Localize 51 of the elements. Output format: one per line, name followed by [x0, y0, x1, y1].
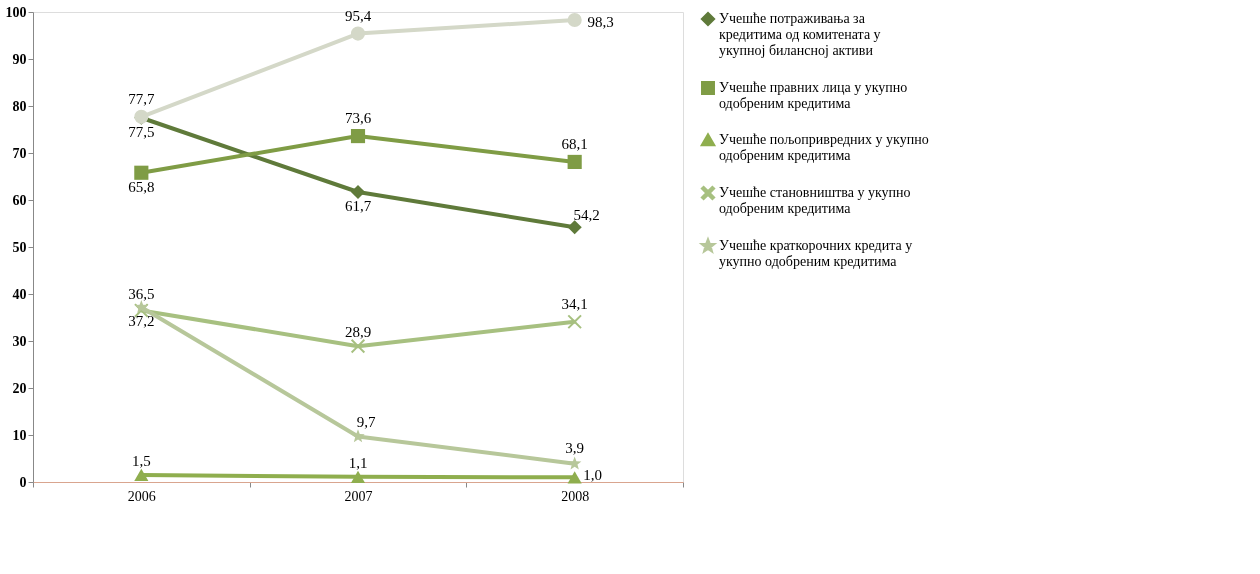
data-label: 73,6 — [344, 110, 372, 127]
point — [567, 220, 582, 235]
data-label: 1,1 — [348, 454, 368, 471]
data-label: 54,2 — [573, 207, 600, 224]
data-label: 77,7 — [128, 90, 155, 107]
data-label: 37,2 — [128, 313, 155, 330]
y-tick-label: 80 — [12, 98, 27, 114]
point — [567, 154, 582, 169]
data-label: 77,5 — [128, 123, 155, 140]
x-tick-label: 2006 — [127, 488, 156, 504]
point — [134, 300, 149, 313]
y-tick-label: 100 — [5, 4, 27, 20]
data-label: 28,9 — [344, 324, 372, 341]
point — [567, 314, 582, 329]
legend-label: Учешће правних лица у укупно одобреним кредитима — [719, 80, 908, 111]
y-tick-label: 60 — [12, 192, 27, 208]
point — [351, 429, 365, 443]
point — [134, 468, 149, 482]
point — [567, 471, 582, 484]
point — [567, 12, 582, 28]
data-label: 9,7 — [356, 414, 376, 431]
x-tick-label: 2008 — [561, 488, 590, 504]
data-label: 98,3 — [587, 13, 614, 30]
data-label: 36,5 — [128, 286, 155, 303]
point — [350, 129, 366, 144]
data-label: 68,1 — [561, 135, 588, 152]
y-tick-label: 10 — [12, 427, 27, 443]
x-tick-label: 2007 — [344, 488, 373, 504]
legend-label: Учешће пољопривредних у укупно одобреним кредитима — [719, 132, 929, 163]
point — [350, 184, 366, 200]
legend-label: Учешће потраживања за кредитима од комитената у укупној билансној активи — [719, 11, 881, 58]
legend-label: Учешће становништва у укупно одобреним кредитима — [719, 185, 911, 216]
y-tick-label: 50 — [12, 239, 27, 255]
y-tick-label: 90 — [12, 51, 27, 67]
data-label: 95,4 — [344, 7, 372, 24]
data-label: 1,5 — [131, 452, 151, 469]
y-tick-label: 70 — [12, 145, 27, 161]
point — [134, 165, 149, 180]
point — [350, 470, 366, 483]
legend-label: Учешће краткорочних кредита у укупно одобреним кредитима — [719, 238, 913, 269]
y-tick-label: 30 — [12, 333, 27, 349]
y-tick-label: 0 — [19, 474, 27, 490]
point — [350, 26, 366, 41]
data-label: 65,8 — [128, 178, 155, 195]
data-label: 1,0 — [583, 467, 603, 484]
data-label: 34,1 — [561, 295, 588, 312]
data-label: 3,9 — [565, 439, 585, 456]
data-label: 61,7 — [344, 198, 372, 215]
y-tick-label: 20 — [12, 380, 27, 396]
y-tick-label: 40 — [12, 286, 27, 302]
point — [350, 339, 366, 354]
